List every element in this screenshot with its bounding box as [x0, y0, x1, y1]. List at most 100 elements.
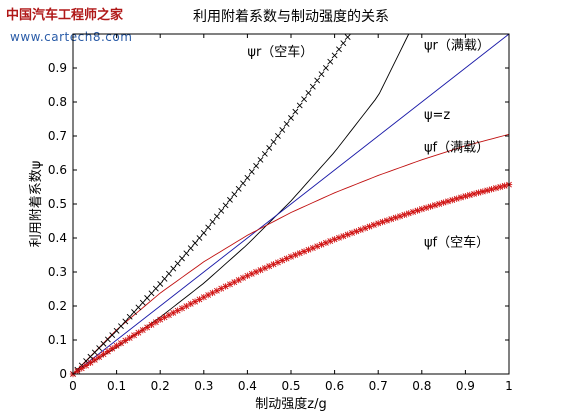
- x-tick-label: 0: [69, 379, 77, 393]
- y-tick-label: 0.8: [48, 95, 67, 109]
- series-marker: [457, 194, 465, 201]
- series-marker: [466, 191, 473, 199]
- x-tick-label: 0.2: [151, 379, 170, 393]
- y-tick-label: 0.3: [48, 265, 67, 279]
- series-annotation: ψf（空车）: [424, 235, 489, 251]
- series-marker: [309, 83, 316, 90]
- series-marker: [187, 300, 194, 308]
- series-marker: [305, 90, 312, 96]
- series-marker: [392, 214, 399, 221]
- series-marker: [244, 174, 251, 181]
- series-marker: [288, 115, 294, 121]
- series-marker: [104, 336, 111, 343]
- series-marker: [322, 65, 329, 71]
- series-marker: [91, 356, 98, 364]
- series-marker: [130, 332, 138, 339]
- series-marker: [87, 353, 94, 360]
- series-marker: [205, 224, 212, 231]
- series-marker: [462, 192, 469, 200]
- x-tick-label: 0.6: [325, 379, 344, 393]
- y-tick-label: 0.9: [48, 61, 67, 75]
- series-marker: [183, 302, 190, 310]
- series-marker: [314, 77, 321, 84]
- series-marker: [266, 144, 273, 151]
- series-marker: [131, 309, 137, 315]
- series-marker: [484, 187, 491, 194]
- x-tick-label: 0.1: [107, 379, 126, 393]
- series-marker: [279, 127, 286, 133]
- series-marker: [275, 133, 281, 139]
- series-marker: [126, 313, 133, 320]
- series-marker: [331, 52, 338, 59]
- series-marker: [227, 196, 233, 203]
- y-tick-label: 0.1: [48, 333, 67, 347]
- series-marker: [179, 255, 185, 262]
- series-marker: [213, 213, 220, 220]
- series-marker: [174, 260, 181, 267]
- series-marker: [449, 196, 456, 204]
- series-marker: [161, 275, 168, 282]
- series-marker: [161, 314, 168, 321]
- series-marker: [148, 290, 155, 297]
- series-marker: [82, 362, 90, 369]
- series-marker: [248, 168, 255, 175]
- series-marker: [475, 189, 482, 196]
- series-marker: [174, 307, 181, 314]
- series-marker: [118, 323, 124, 330]
- series-marker: [100, 340, 107, 347]
- x-tick-label: 0.5: [281, 379, 300, 393]
- series-marker: [501, 182, 508, 189]
- axis-labels-layer: 利用附着系数与制动强度的关系 制动强度z/g 利用附着系数ψ: [28, 9, 389, 412]
- series-marker: [96, 345, 103, 352]
- series-marker: [292, 108, 299, 115]
- series-marker: [296, 102, 303, 109]
- series-marker: [327, 58, 334, 65]
- series-marker: [344, 34, 351, 40]
- series-marker: [405, 210, 412, 217]
- series-annotation: ψr（空车）: [247, 44, 313, 60]
- x-tick-label: 0.7: [369, 379, 388, 393]
- y-tick-label: 0.2: [48, 299, 67, 313]
- series-marker: [78, 365, 85, 372]
- y-tick-label: 0.7: [48, 129, 67, 143]
- series-marker: [431, 202, 439, 209]
- series-marker: [183, 250, 190, 257]
- series-marker: [336, 46, 342, 53]
- series-marker: [470, 190, 478, 198]
- series-marker: [488, 186, 495, 193]
- annotations-layer: ψr（空车） ψr（满载） ψ=z ψf（满载） ψf（空车）: [247, 38, 490, 250]
- axis-ticks-layer: 0 0.1 0.2 0.3 0.4 0.5 0.6 0.7 0.8 0.9 1 0 0.1 0.2 0.3 0…: [48, 34, 513, 393]
- y-tick-label: 0.5: [48, 197, 67, 211]
- x-axis-label: 制动强度z/g: [255, 396, 326, 412]
- series-marker: [375, 220, 382, 227]
- series-marker: [379, 218, 386, 226]
- series-marker: [479, 188, 487, 195]
- series-marker: [218, 207, 225, 214]
- x-tick-label: 1: [505, 379, 513, 393]
- series-marker: [318, 71, 325, 78]
- x-tick-label: 0.9: [456, 379, 475, 393]
- series-marker: [166, 270, 172, 277]
- series-marker: [222, 202, 229, 209]
- y-axis-label: 利用附着系数ψ: [28, 161, 44, 248]
- series-markers-layer: [69, 34, 513, 378]
- series-marker: [109, 332, 116, 339]
- series-marker: [497, 183, 504, 191]
- series-marker: [492, 184, 500, 192]
- series-marker: [144, 295, 151, 301]
- series-marker: [340, 40, 347, 47]
- series-marker: [109, 345, 116, 352]
- chart-title: 利用附着系数与制动强度的关系: [193, 9, 389, 25]
- series-marker: [440, 199, 447, 206]
- series-marker: [187, 245, 194, 252]
- series-marker: [414, 207, 421, 214]
- series-marker: [283, 121, 290, 127]
- series-line: [72, 33, 510, 375]
- series-marker: [396, 213, 404, 220]
- series-annotation: ψ=z: [424, 108, 450, 123]
- x-tick-label: 0.8: [412, 379, 431, 393]
- series-marker: [209, 218, 216, 225]
- series-marker: [113, 327, 120, 334]
- series-marker: [100, 351, 107, 358]
